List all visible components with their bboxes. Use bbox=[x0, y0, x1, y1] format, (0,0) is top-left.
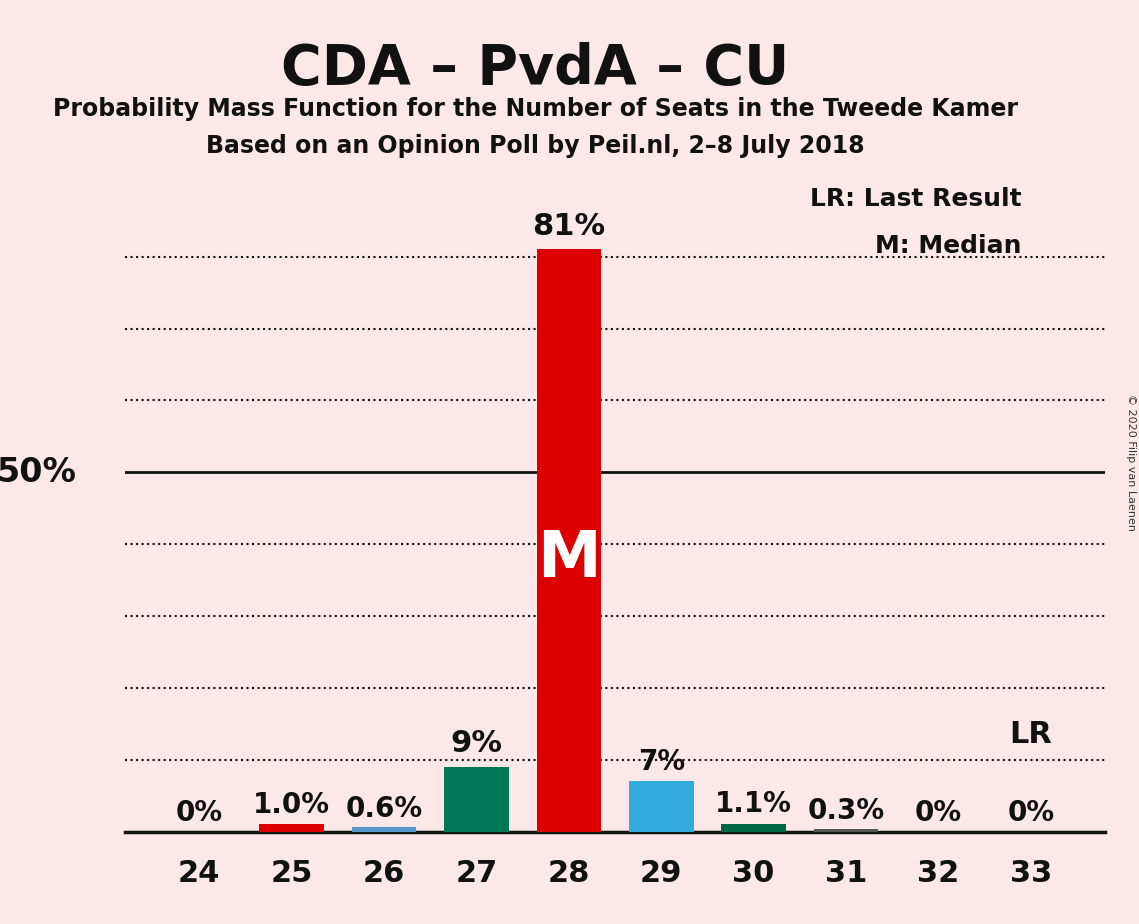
Text: 0%: 0% bbox=[175, 799, 223, 827]
Bar bbox=[444, 767, 509, 832]
Text: 81%: 81% bbox=[532, 212, 606, 241]
Bar bbox=[536, 249, 601, 832]
Text: 7%: 7% bbox=[638, 748, 685, 775]
Text: LR: Last Result: LR: Last Result bbox=[810, 188, 1022, 212]
Text: M: Median: M: Median bbox=[875, 234, 1022, 258]
Text: 0.6%: 0.6% bbox=[345, 795, 423, 823]
Text: © 2020 Filip van Laenen: © 2020 Filip van Laenen bbox=[1126, 394, 1136, 530]
Text: 1.1%: 1.1% bbox=[715, 790, 792, 818]
Bar bbox=[260, 824, 323, 832]
Bar bbox=[629, 782, 694, 832]
Text: M: M bbox=[538, 528, 600, 590]
Text: CDA – PvdA – CU: CDA – PvdA – CU bbox=[281, 42, 789, 95]
Text: Based on an Opinion Poll by Peil.nl, 2–8 July 2018: Based on an Opinion Poll by Peil.nl, 2–8… bbox=[206, 134, 865, 158]
Bar bbox=[352, 827, 417, 832]
Text: 0.3%: 0.3% bbox=[808, 797, 885, 825]
Text: 0%: 0% bbox=[1007, 799, 1055, 827]
Text: 1.0%: 1.0% bbox=[253, 791, 330, 819]
Text: 0%: 0% bbox=[915, 799, 962, 827]
Bar bbox=[813, 830, 878, 832]
Text: 50%: 50% bbox=[0, 456, 76, 489]
Bar bbox=[721, 823, 786, 832]
Text: LR: LR bbox=[1009, 720, 1052, 749]
Text: 9%: 9% bbox=[450, 729, 502, 759]
Text: Probability Mass Function for the Number of Seats in the Tweede Kamer: Probability Mass Function for the Number… bbox=[52, 97, 1018, 121]
